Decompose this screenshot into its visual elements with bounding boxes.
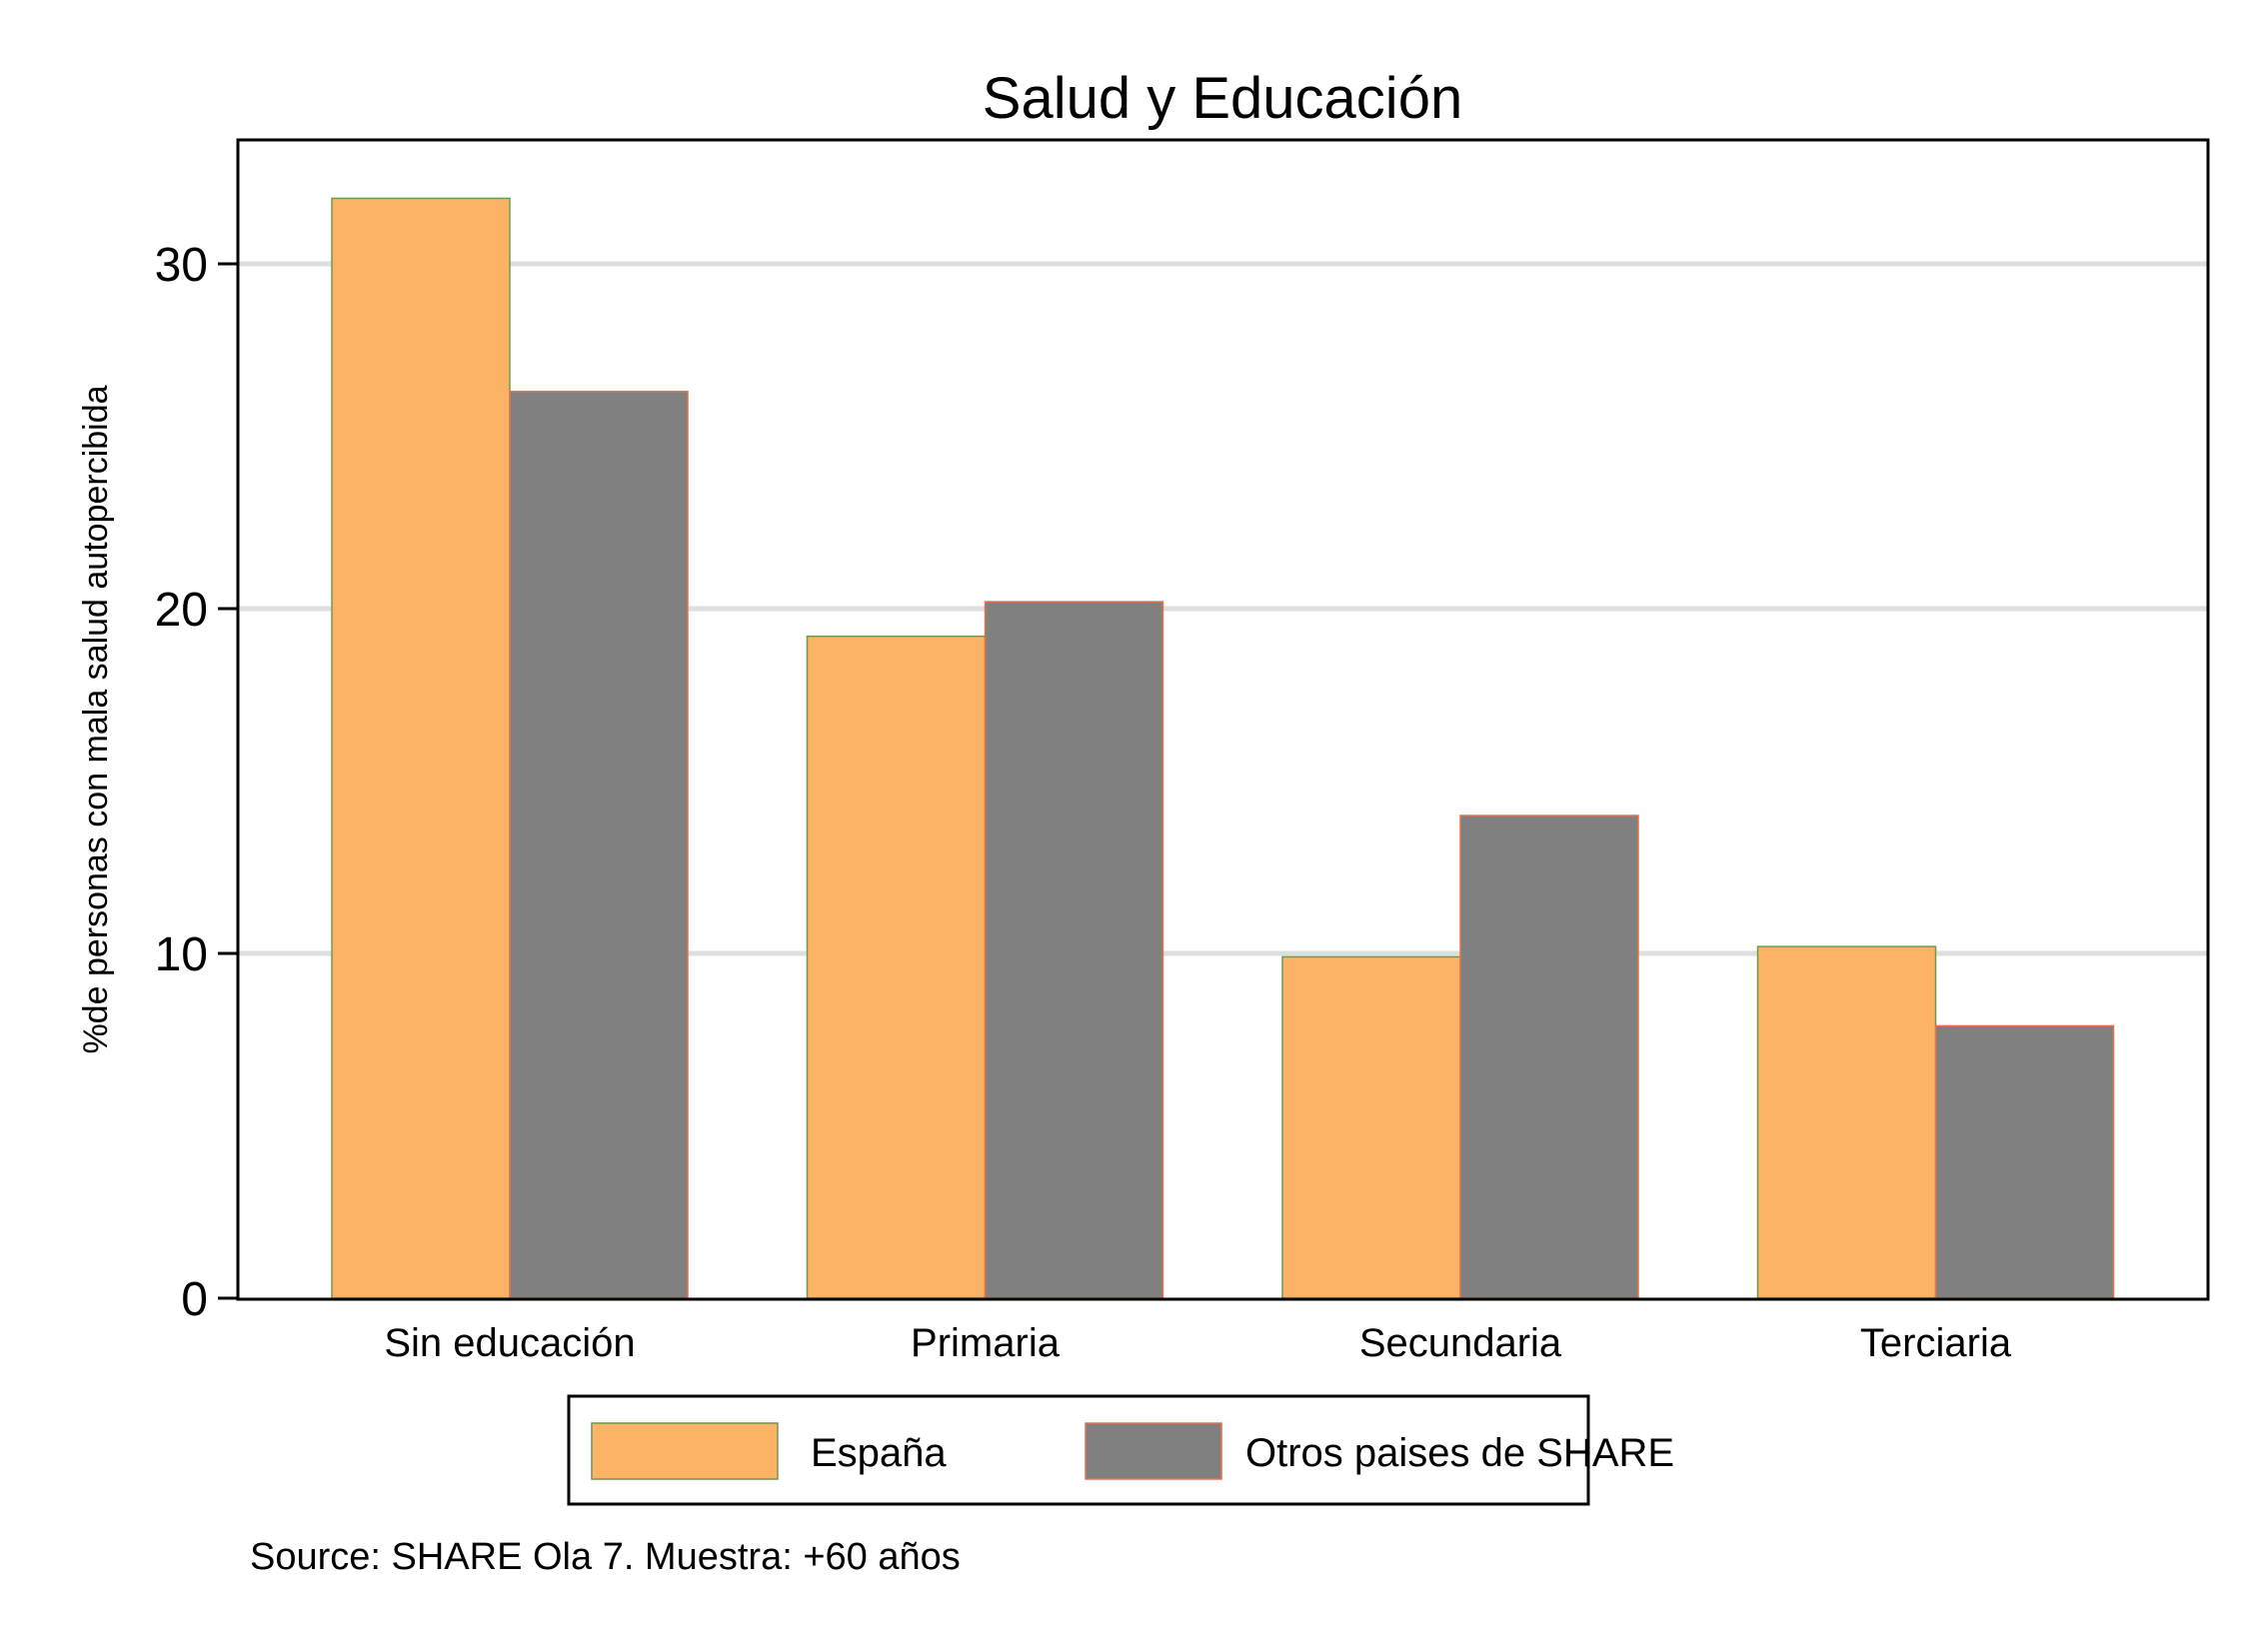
- legend-swatch-otros: [1085, 1422, 1222, 1480]
- bar-otros: [1459, 815, 1639, 1299]
- legend: España Otros paises de SHARE: [567, 1394, 1674, 1506]
- y-axis-title: %de personas con mala salud autopercibid…: [77, 385, 115, 1053]
- x-tick-label: Sin educación: [384, 1321, 635, 1365]
- bar-otros: [1934, 1024, 2115, 1299]
- x-axis: Sin educación Primaria Secundaria Terciaria: [384, 1321, 2011, 1365]
- legend-label-otros: Otros paises de SHARE: [1245, 1431, 1674, 1475]
- plot-frame: [236, 138, 2210, 1301]
- legend-swatch-espana: [591, 1422, 779, 1480]
- bar-espana: [1756, 945, 1937, 1299]
- y-axis: 0 10 20 30: [155, 239, 238, 1326]
- y-tick-label: 0: [181, 1273, 208, 1326]
- y-tick-label: 30: [155, 239, 208, 292]
- bar-otros: [984, 601, 1164, 1299]
- bar-espana: [806, 635, 987, 1299]
- legend-label-espana: España: [811, 1431, 947, 1475]
- source-note: Source: SHARE Ola 7. Muestra: +60 años: [250, 1536, 961, 1578]
- y-tick-label: 20: [155, 584, 208, 637]
- bars: [331, 197, 2115, 1299]
- y-tick-label: 10: [155, 928, 208, 981]
- x-tick-label: Terciaria: [1860, 1321, 2012, 1365]
- chart-title: Salud y Educación: [983, 66, 1462, 131]
- bar-otros: [509, 390, 689, 1299]
- bar-espana: [331, 197, 511, 1299]
- bar-espana: [1281, 955, 1461, 1299]
- x-tick-label: Primaria: [911, 1321, 1061, 1365]
- x-tick-label: Secundaria: [1359, 1321, 1562, 1365]
